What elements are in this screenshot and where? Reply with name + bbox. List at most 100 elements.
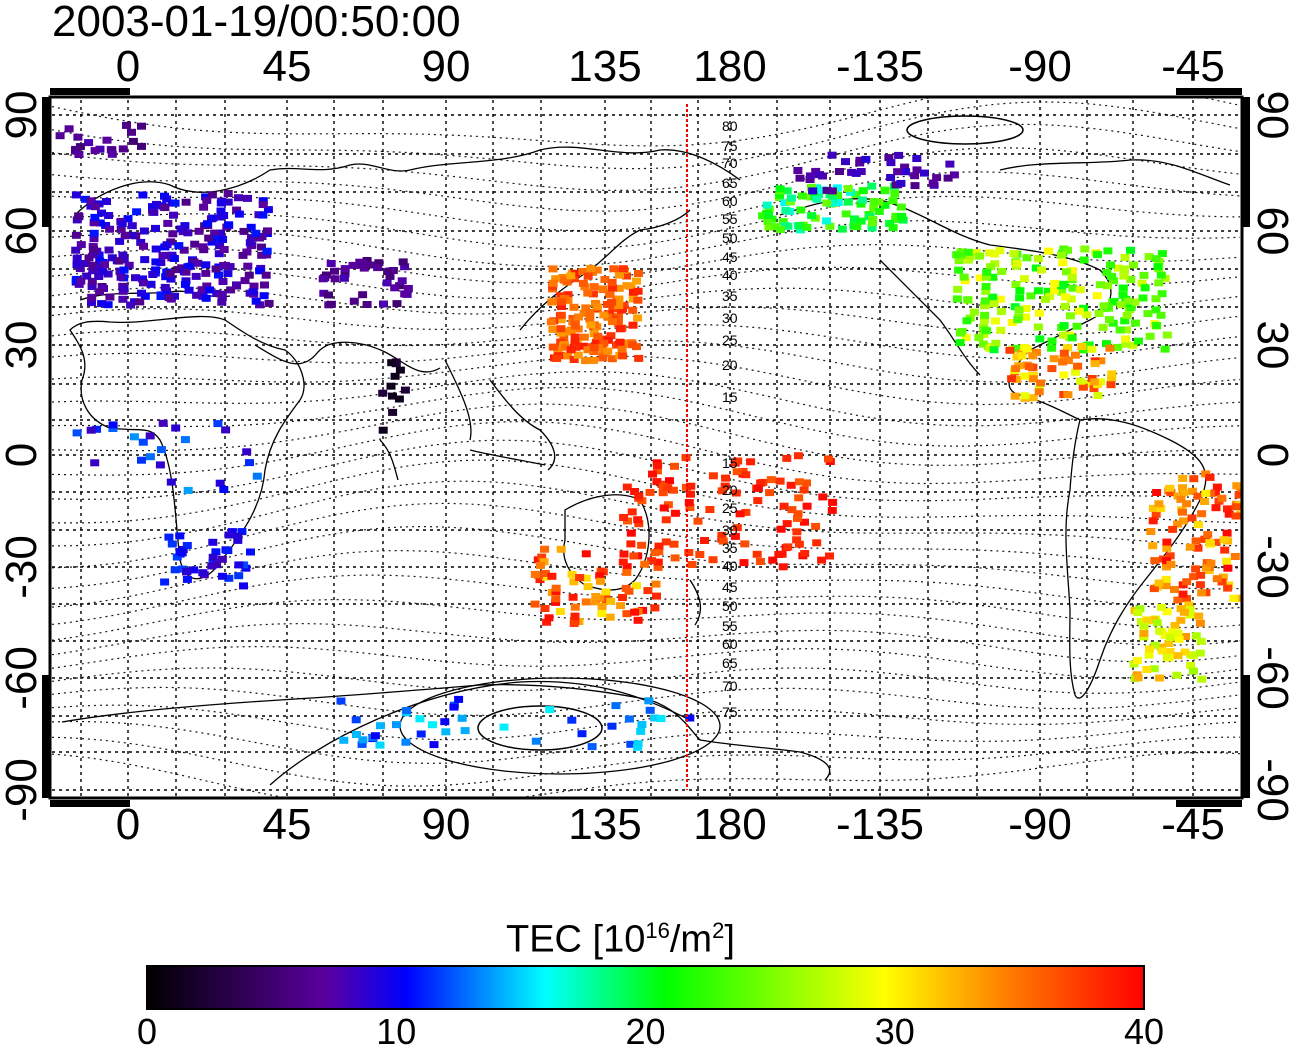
tec-cell (634, 520, 644, 528)
tec-cell (1056, 251, 1066, 259)
tec-cell (794, 222, 804, 230)
tec-cell (1130, 298, 1140, 306)
tec-cell (223, 198, 233, 206)
tec-cell (605, 613, 615, 621)
tec-cell (118, 145, 128, 153)
tec-cell (614, 295, 624, 303)
tec-cell (156, 446, 166, 454)
tec-cell (1144, 651, 1154, 659)
contour-label: 60 (722, 193, 738, 209)
tec-cell (1122, 312, 1132, 319)
tec-cell (805, 176, 815, 183)
tec-cell (782, 187, 792, 195)
tec-cell (223, 547, 233, 555)
lon-tick-label: 135 (568, 800, 642, 849)
tec-cell (165, 270, 175, 277)
tec-cell (1156, 311, 1166, 319)
tec-cell (980, 311, 990, 319)
tec-cell (753, 484, 763, 492)
tec-cell (340, 265, 350, 273)
tec-cell (1021, 313, 1031, 321)
tec-cell (223, 190, 233, 197)
tec-cell (1194, 612, 1204, 620)
tec-cell (740, 540, 750, 548)
coastlines (61, 146, 1231, 786)
tec-cell (224, 574, 234, 582)
tec-cell (627, 341, 637, 349)
tec-cell (622, 563, 632, 571)
lat-tick-label: 0 (0, 442, 46, 468)
tec-cell (982, 327, 992, 335)
tec-cell (551, 275, 561, 283)
tec-cell (1103, 247, 1113, 255)
tec-cell (1173, 652, 1183, 660)
tec-cell (910, 182, 920, 190)
tec-cell (802, 479, 811, 487)
lon-tick-label: -45 (1161, 42, 1225, 91)
tec-cell (630, 608, 640, 616)
contour-label: 55 (722, 618, 738, 634)
tec-cell (248, 288, 258, 296)
tec-cell (240, 277, 250, 285)
tec-cell (90, 203, 100, 211)
tec-cell (71, 231, 81, 239)
tec-cell (570, 612, 580, 620)
tec-cell (607, 278, 617, 286)
tec-cell (794, 478, 804, 486)
contour-label: 15 (722, 455, 738, 471)
tec-cell (708, 556, 718, 564)
tec-cell (1211, 504, 1221, 512)
tec-cell (571, 343, 581, 351)
tec-cell (932, 174, 942, 182)
tec-cell (963, 248, 973, 256)
tec-cell (208, 214, 218, 222)
tec-cell (330, 275, 340, 283)
tec-cell (375, 741, 385, 749)
tec-cell (1012, 375, 1022, 383)
tec-cell (183, 229, 193, 237)
tec-cell (205, 286, 215, 294)
tec-cell (223, 270, 233, 278)
tec-cell (1211, 538, 1221, 546)
tec-cell (1218, 573, 1228, 581)
tec-cell (1189, 667, 1198, 675)
tec-cell (1206, 559, 1216, 567)
tec-cell (851, 190, 861, 198)
tec-cell (1176, 616, 1186, 624)
tec-cell (955, 329, 965, 337)
tec-cell (901, 168, 911, 176)
tec-cell (1155, 627, 1165, 635)
tec-cell (825, 191, 835, 199)
tec-cell (1132, 657, 1142, 664)
tec-cell (1201, 489, 1211, 497)
tec-cell (182, 542, 192, 549)
tec-cell (653, 563, 663, 571)
tec-cell (1089, 378, 1099, 386)
tec-cell (764, 223, 774, 231)
tec-cell (1067, 273, 1077, 281)
tec-cell (731, 489, 741, 497)
tec-cell (1080, 245, 1090, 253)
tec-cell (218, 572, 227, 580)
tec-cell (1137, 618, 1146, 625)
tec-cell (599, 311, 609, 319)
tec-cell (349, 297, 359, 305)
tec-cell (843, 198, 853, 206)
tec-cell (1223, 564, 1233, 572)
tec-cell (685, 504, 695, 511)
tec-cell (190, 240, 200, 248)
tec-cell (563, 291, 573, 299)
tec-cell (684, 499, 694, 506)
tec-cell (1090, 360, 1100, 368)
tec-cell (126, 301, 136, 309)
tec-cell (851, 169, 861, 177)
tec-cell (55, 132, 65, 140)
tec-cell (217, 290, 227, 298)
tec-cell (168, 230, 178, 238)
tec-cell (1050, 279, 1060, 287)
tec-cell (340, 270, 350, 278)
tec-cell (97, 209, 106, 217)
tec-cell (1178, 508, 1187, 516)
tec-cell (766, 476, 776, 484)
tec-cell (169, 211, 178, 219)
